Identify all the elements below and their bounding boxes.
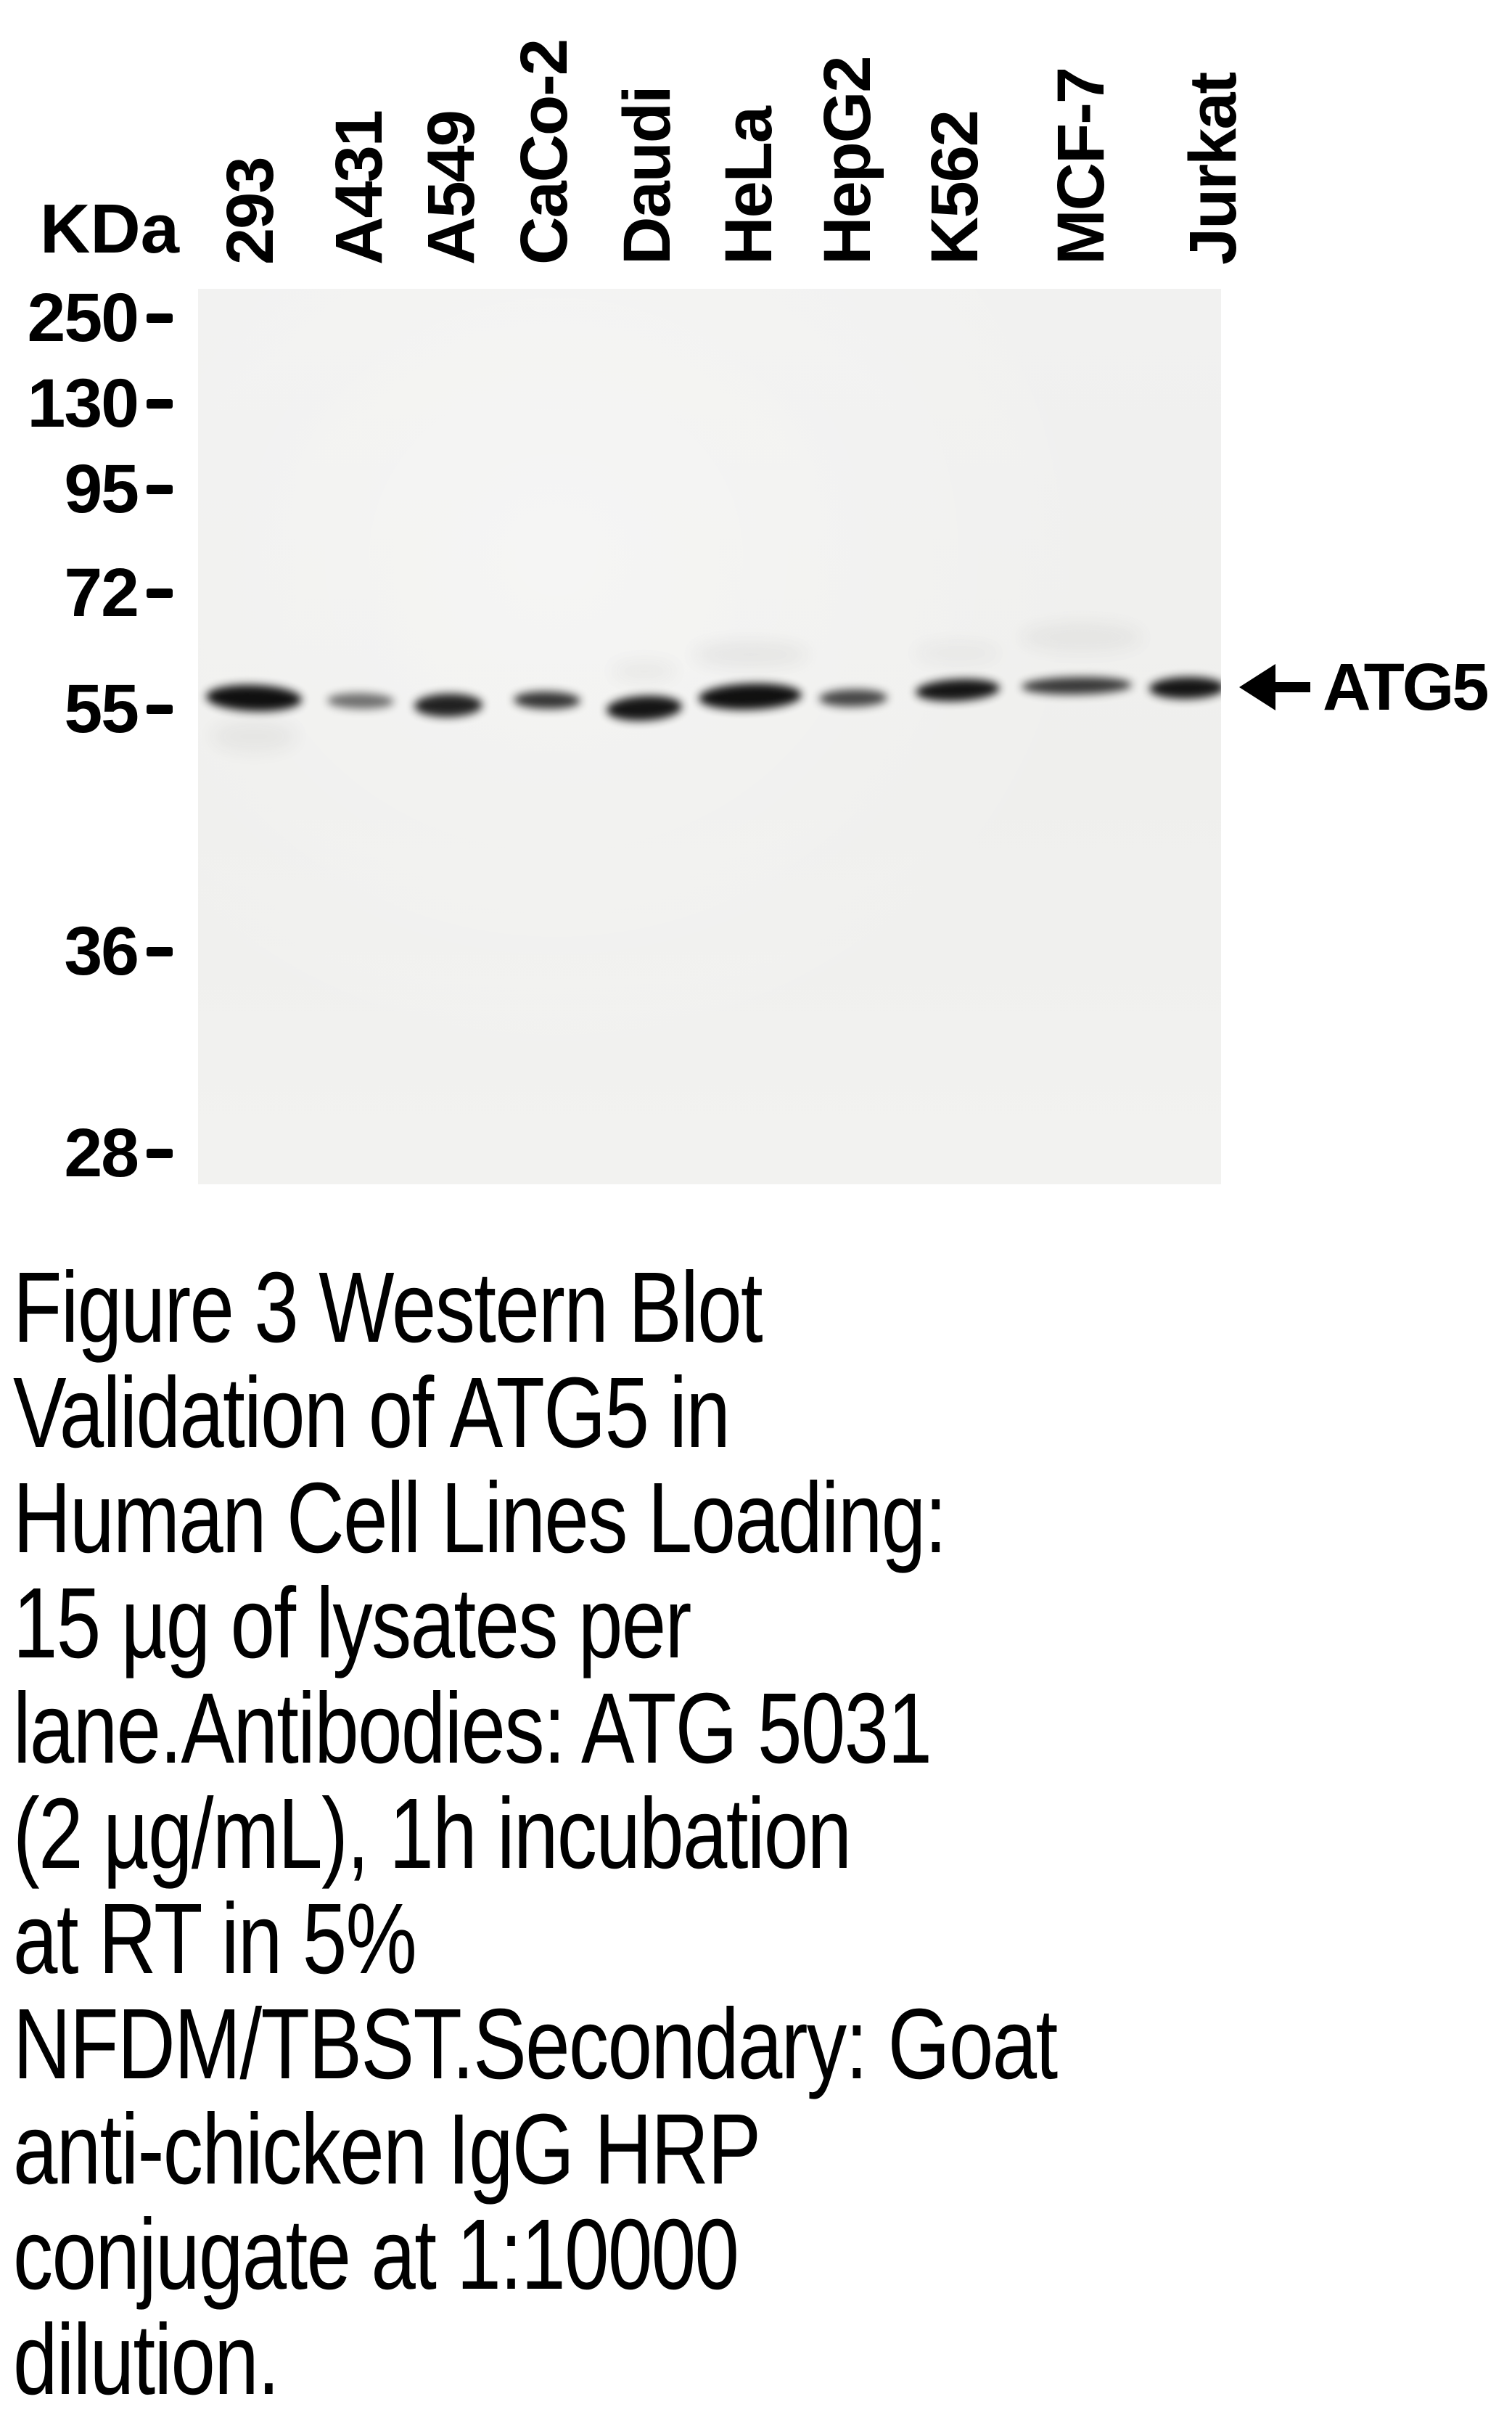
kda-unit-label: KDa [40, 190, 180, 268]
marker-tick-36 [147, 947, 173, 956]
caption-line: conjugate at 1:10000 [13, 2199, 739, 2311]
lane-label-HepG2: HepG2 [810, 57, 884, 265]
marker-tick-28 [147, 1149, 173, 1158]
lane-label-Daudi: Daudi [610, 86, 684, 265]
left-arrow-shaft [1268, 682, 1310, 692]
caption-line: anti-chicken IgG HRP [13, 2094, 761, 2205]
caption-line: (2 µg/mL), 1h incubation [13, 1778, 852, 1890]
blot-membrane-image [198, 289, 1221, 1184]
background-smudge [693, 641, 809, 668]
marker-tick-250 [147, 313, 173, 323]
lane-label-CaCo-2: CaCo-2 [507, 39, 581, 265]
background-smudge [914, 642, 1001, 664]
band-Jurkat [1149, 676, 1221, 700]
band-CaCo-2 [513, 691, 581, 710]
marker-label-28: 28 [64, 1115, 139, 1192]
band-HeLa [698, 681, 802, 712]
lane-label-293: 293 [213, 157, 287, 266]
caption-line: Figure 3 Western Blot [13, 1252, 763, 1364]
marker-tick-95 [147, 485, 173, 494]
band-A549 [414, 693, 483, 718]
band-HepG2 [818, 689, 888, 708]
marker-label-72: 72 [64, 554, 139, 631]
lane-label-HeLa: HeLa [712, 107, 786, 265]
marker-label-130: 130 [27, 365, 139, 442]
target-protein-label: ATG5 [1323, 650, 1490, 724]
marker-label-250: 250 [27, 279, 139, 356]
lane-label-MCF-7: MCF-7 [1044, 67, 1118, 265]
marker-label-95: 95 [64, 451, 139, 528]
band-K562 [915, 676, 1001, 704]
background-smudge [612, 662, 677, 681]
band-Daudi [606, 694, 683, 723]
lane-label-A549: A549 [414, 111, 488, 265]
caption-line: Validation of ATG5 in [13, 1357, 731, 1469]
band-293 [205, 683, 303, 713]
caption-line: lane.Antibodies: ATG 5031 [13, 1673, 932, 1784]
band-MCF-7 [1021, 676, 1133, 696]
caption-line: 15 µg of lysates per [13, 1567, 691, 1679]
caption-line: NFDM/TBST.Secondary: Goat [13, 1988, 1058, 2100]
marker-tick-72 [147, 589, 173, 598]
band-A431 [326, 692, 395, 710]
marker-tick-55 [147, 705, 173, 714]
figure-caption: Figure 3 Western Blot Validation of ATG5… [13, 1255, 1512, 2413]
background-smudge [210, 721, 297, 753]
marker-label-36: 36 [64, 913, 139, 990]
lane-label-A431: A431 [322, 111, 396, 265]
lane-label-Jurkat: Jurkat [1176, 73, 1250, 265]
marker-tick-130 [147, 399, 173, 409]
lane-label-K562: K562 [918, 111, 992, 265]
caption-line: dilution. [13, 2304, 280, 2415]
background-smudge [1019, 623, 1143, 652]
caption-line: at RT in 5% [13, 1883, 417, 1995]
marker-label-55: 55 [64, 671, 139, 747]
caption-line: Human Cell Lines Loading: [13, 1462, 947, 1574]
